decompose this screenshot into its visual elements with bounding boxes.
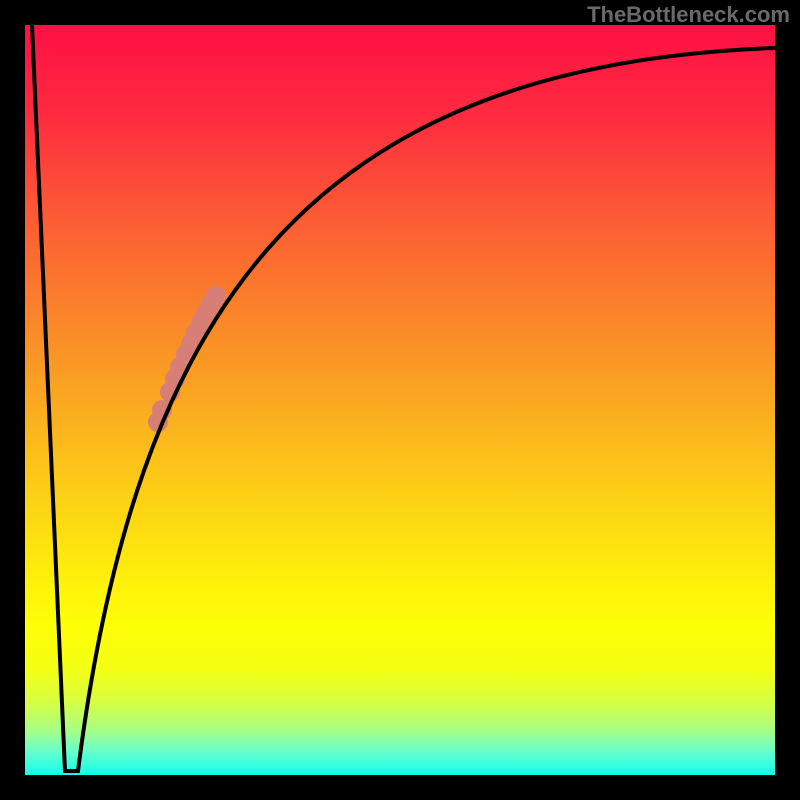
chart-container: { "watermark": { "text": "TheBottleneck.… xyxy=(0,0,800,800)
watermark-text: TheBottleneck.com xyxy=(587,2,790,28)
gradient-background xyxy=(0,0,800,800)
